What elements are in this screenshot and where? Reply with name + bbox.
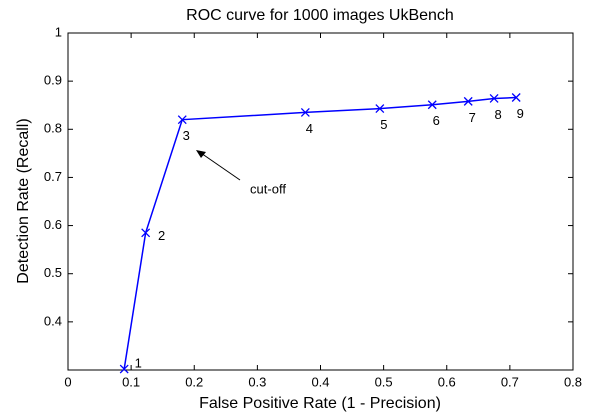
x-tick-label: 0.8 (564, 374, 582, 389)
point-label: 3 (183, 128, 190, 143)
point-label: 9 (517, 106, 524, 121)
y-axis-label: Detection Rate (Recall) (15, 118, 32, 283)
point-marker (463, 96, 473, 106)
y-tick-label: 0.4 (44, 313, 62, 328)
point-label: 2 (158, 228, 165, 243)
point-marker (141, 228, 151, 238)
annotation: cut-off (250, 181, 286, 196)
x-tick-label: 0.6 (438, 374, 456, 389)
annotation-arrowhead (196, 150, 206, 158)
y-tick-label: 0.5 (44, 265, 62, 280)
point-marker (375, 104, 385, 114)
point-marker (177, 115, 187, 125)
y-tick-label: 0.7 (44, 169, 62, 184)
x-axis-label: False Positive Rate (1 - Precision) (199, 395, 441, 412)
x-tick-label: 0.3 (248, 374, 266, 389)
point-label: 1 (135, 355, 142, 370)
point-label: 6 (433, 113, 440, 128)
point-marker (427, 100, 437, 110)
point-marker (489, 94, 499, 103)
point-label: 7 (469, 110, 476, 125)
y-tick-label: 0.8 (44, 121, 62, 136)
x-tick-label: 0.5 (375, 374, 393, 389)
y-tick-label: 0.6 (44, 217, 62, 232)
annotation-arrow (197, 150, 241, 181)
point-label: 5 (380, 117, 387, 132)
x-tick-label: 0 (64, 374, 71, 389)
y-tick-label: 1 (55, 24, 62, 39)
point-label: 4 (306, 121, 313, 136)
x-tick-label: 0.7 (501, 374, 519, 389)
point-marker (119, 364, 129, 374)
chart-title: ROC curve for 1000 images UkBench (186, 7, 454, 24)
y-tick-label: 0.9 (44, 73, 62, 88)
point-marker (511, 93, 521, 102)
point-marker (300, 107, 310, 117)
point-label: 8 (494, 107, 501, 122)
x-tick-label: 0.4 (311, 374, 329, 389)
x-tick-label: 0.2 (185, 374, 203, 389)
x-tick-label: 0.1 (122, 374, 140, 389)
